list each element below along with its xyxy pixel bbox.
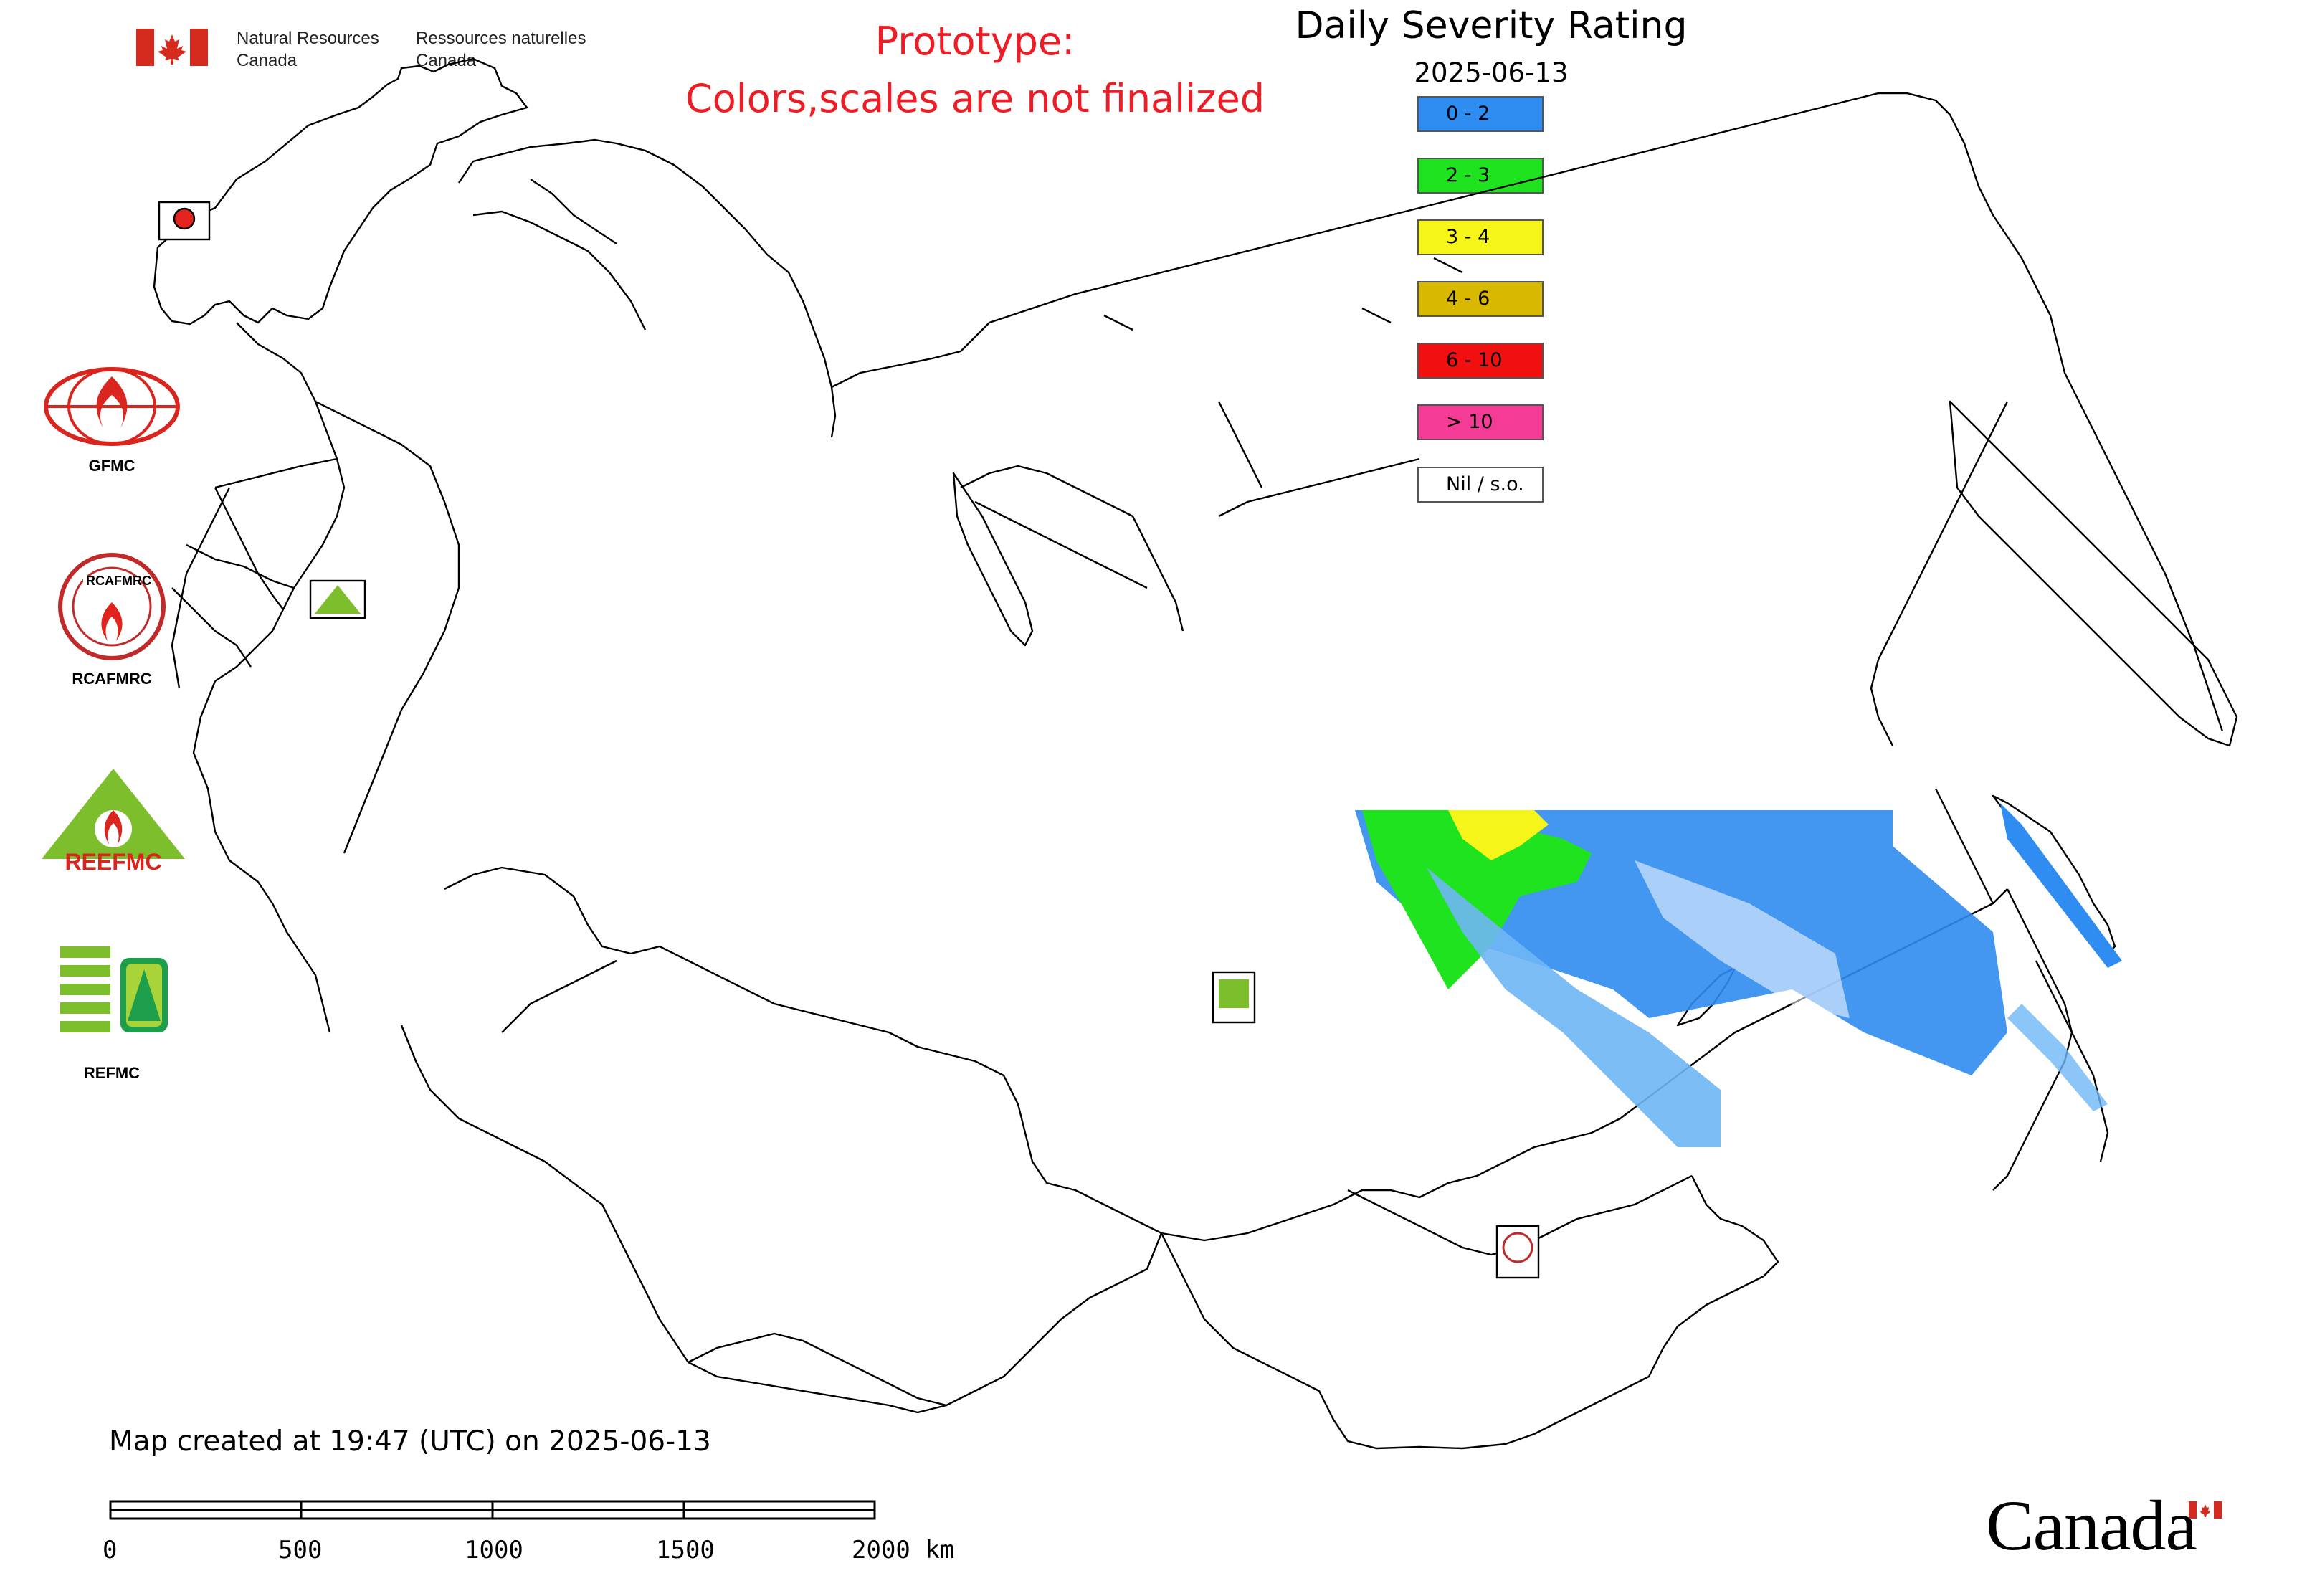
scale-bar — [109, 1500, 876, 1520]
agency-name-en: Natural Resources Canada — [237, 27, 379, 72]
agency-name-fr: Ressources naturelles Canada — [416, 27, 586, 72]
kamchatka — [1949, 400, 2238, 747]
canada-wordmark: Canada — [1986, 1486, 2197, 1565]
legend-date: 2025-06-13 — [1414, 57, 1569, 88]
scale-label-500: 500 — [278, 1536, 323, 1564]
yellow-severity-area — [1448, 810, 1549, 860]
scandinavia-coastline — [153, 57, 528, 326]
arctic-coastline — [831, 92, 2224, 732]
fire-data-layer — [1355, 803, 2122, 1147]
refmc-logo — [60, 944, 172, 1051]
canada-flag-icon — [136, 29, 208, 66]
kola-peninsula — [458, 138, 837, 438]
legend-title: Daily Severity Rating — [1295, 4, 1688, 47]
legend-item-gt-10: > 10 — [1417, 404, 1544, 440]
scale-label-2000-km: 2000 km — [852, 1536, 955, 1564]
rcafmrc-emblem-text: RCAFMRC — [86, 574, 151, 588]
scale-label-0: 0 — [103, 1536, 118, 1564]
prototype-line1: Prototype: — [875, 19, 1075, 64]
europe-west-border — [192, 680, 331, 1033]
novaya-zemlya — [952, 472, 1034, 647]
map-marker-reefmc — [309, 579, 366, 619]
legend-item-nil: Nil / s.o. — [1417, 467, 1544, 503]
reefmc-logo — [37, 766, 189, 869]
legend-item-6-10: 6 - 10 — [1417, 343, 1544, 379]
reefmc-emblem-text: REEFMC — [65, 849, 162, 875]
agency-en-line2: Canada — [237, 51, 298, 70]
agency-fr-line1: Ressources naturelles — [416, 29, 586, 48]
scale-label-1000: 1000 — [465, 1536, 523, 1564]
agency-en-line1: Natural Resources — [237, 29, 379, 48]
map-marker-rcafmrc — [1495, 1225, 1540, 1279]
mongolia-border — [1160, 1175, 1779, 1450]
prototype-notice: Prototype: Colors,scales are not finaliz… — [660, 13, 1290, 128]
baltic-borders — [214, 322, 346, 682]
kazakhstan-border — [444, 866, 1162, 1235]
light-blue-streaks — [1427, 868, 1721, 1147]
far-east-coast — [1870, 401, 2009, 746]
gfmc-label: GFMC — [88, 457, 135, 475]
gfmc-logo — [40, 362, 184, 458]
scale-label-1500: 1500 — [656, 1536, 715, 1564]
map-marker-gfmc — [158, 201, 211, 241]
refmc-label: REFMC — [83, 1064, 141, 1082]
legend-item-4-6: 4 - 6 — [1417, 281, 1544, 317]
prototype-line2: Colors,scales are not finalized — [685, 76, 1265, 121]
map-marker-refmc — [1212, 971, 1256, 1024]
rcafmrc-label: RCAFMRC — [72, 670, 152, 688]
rcafmrc-logo — [57, 552, 166, 664]
green-severity-area — [1362, 810, 1592, 989]
legend-item-3-4: 3 - 4 — [1417, 219, 1544, 255]
map-created-text: Map created at 19:47 (UTC) on 2025-06-13 — [109, 1425, 711, 1458]
legend-item-2-3: 2 - 3 — [1417, 158, 1544, 194]
canada-wordmark-flag-icon — [2189, 1501, 2222, 1521]
legend-item-0-2: 0 - 2 — [1417, 96, 1544, 132]
